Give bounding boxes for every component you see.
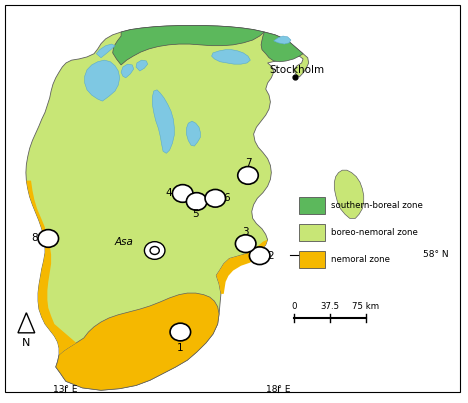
- Polygon shape: [212, 50, 250, 64]
- Text: 3: 3: [242, 226, 249, 237]
- Polygon shape: [96, 44, 115, 58]
- Circle shape: [172, 185, 193, 202]
- Polygon shape: [26, 26, 309, 390]
- Polygon shape: [186, 121, 200, 146]
- Bar: [300, 251, 325, 268]
- Circle shape: [186, 193, 207, 210]
- Polygon shape: [274, 36, 291, 44]
- Text: 1: 1: [177, 343, 183, 353]
- Polygon shape: [334, 170, 364, 218]
- Circle shape: [238, 166, 258, 184]
- Text: 6: 6: [224, 193, 230, 203]
- Bar: [300, 224, 325, 241]
- Text: 58° N: 58° N: [423, 250, 449, 259]
- Text: nemoral zone: nemoral zone: [330, 255, 389, 264]
- Text: Stockholm: Stockholm: [269, 65, 324, 75]
- Polygon shape: [121, 64, 134, 78]
- Polygon shape: [254, 240, 268, 254]
- Polygon shape: [26, 181, 76, 355]
- Text: N: N: [22, 338, 30, 348]
- Circle shape: [145, 242, 165, 260]
- Polygon shape: [136, 60, 148, 71]
- Text: boreo-nemoral zone: boreo-nemoral zone: [330, 228, 417, 237]
- Polygon shape: [261, 32, 303, 62]
- Circle shape: [205, 189, 226, 207]
- Text: Asa: Asa: [115, 237, 134, 247]
- Polygon shape: [85, 60, 120, 101]
- Polygon shape: [56, 293, 219, 390]
- Circle shape: [249, 247, 270, 264]
- Text: 8: 8: [31, 233, 37, 243]
- Circle shape: [38, 230, 58, 247]
- Bar: [300, 197, 325, 214]
- Polygon shape: [113, 26, 264, 65]
- Text: 7: 7: [245, 158, 251, 168]
- Text: 2: 2: [267, 251, 274, 261]
- Text: 75 km: 75 km: [352, 302, 380, 311]
- Text: 4: 4: [165, 189, 172, 198]
- Circle shape: [170, 323, 190, 341]
- Polygon shape: [216, 252, 255, 294]
- Text: 18° E: 18° E: [266, 385, 291, 394]
- Text: 37.5: 37.5: [320, 302, 339, 311]
- Text: 0: 0: [291, 302, 296, 311]
- Circle shape: [235, 235, 256, 253]
- Text: southern-boreal zone: southern-boreal zone: [330, 201, 423, 210]
- Text: 13° E: 13° E: [53, 385, 77, 394]
- Text: 5: 5: [192, 209, 199, 219]
- Polygon shape: [153, 90, 174, 153]
